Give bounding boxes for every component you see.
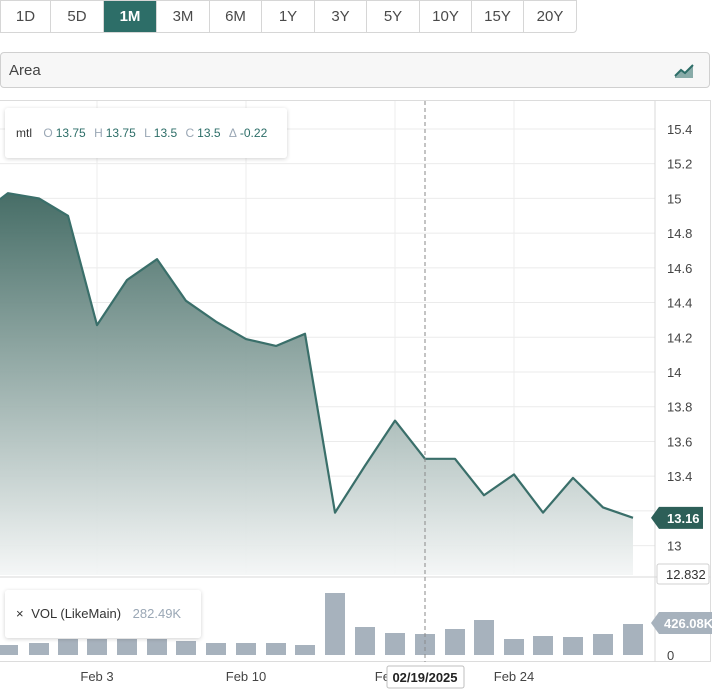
tab-6m[interactable]: 6M — [210, 1, 262, 32]
legend-symbol: mtl — [16, 126, 32, 140]
tab-20y[interactable]: 20Y — [536, 8, 564, 25]
tab-3y[interactable]: 3Y — [315, 1, 367, 32]
legend-high-value: 13.75 — [105, 126, 136, 140]
area-chart-icon — [674, 64, 694, 78]
volume-bar — [325, 593, 345, 655]
price-line — [0, 192, 634, 519]
y-tick-label: 14.6 — [667, 261, 692, 276]
legend-close-key: C — [185, 126, 195, 140]
volume-bar — [533, 636, 553, 655]
volume-bar — [563, 637, 583, 655]
tab-1y[interactable]: 1Y — [262, 1, 315, 32]
x-tick-label: Feb 10 — [226, 669, 266, 684]
volume-bar — [504, 639, 524, 655]
last-price-label: 13.16 — [667, 511, 700, 526]
legend-low-key: L — [144, 126, 151, 140]
volume-bar — [206, 643, 226, 655]
chart-type-label: Area — [9, 62, 41, 79]
volume-bar — [355, 627, 375, 655]
volume-legend-label: VOL (LikeMain) — [31, 606, 122, 621]
volume-bar — [385, 633, 405, 655]
volume-bar — [445, 629, 465, 655]
volume-bar — [0, 645, 18, 655]
y-tick-label: 13.6 — [667, 434, 692, 449]
y-tick-label: 15.2 — [667, 157, 692, 172]
volume-bar — [29, 643, 49, 655]
chart-frame — [0, 100, 711, 662]
y-tick-label: 14.4 — [667, 296, 692, 311]
volume-bar — [266, 643, 286, 655]
tab-15y[interactable]: 15Y — [472, 1, 524, 32]
low-price-tag — [656, 563, 710, 585]
tab-5y[interactable]: 5Y — [367, 1, 420, 32]
legend-open-key: O — [43, 126, 53, 140]
volume-bar — [147, 639, 167, 655]
volume-bar — [87, 639, 107, 655]
volume-legend-value: 282.49K — [132, 606, 182, 621]
y-tick-label: 13 — [667, 539, 681, 554]
x-tick-label: Feb 24 — [494, 669, 534, 684]
low-price-label: 12.832 — [666, 567, 706, 582]
tab-1d[interactable]: 1D — [1, 1, 51, 32]
volume-bar — [176, 641, 196, 655]
volume-axis-tag — [651, 612, 712, 634]
price-legend: mtl O 13.75 H 13.75 L 13.5 C 13.5 Δ -0.22 — [5, 108, 287, 158]
tab-5d[interactable]: 5D — [51, 1, 104, 32]
volume-bar — [295, 645, 315, 655]
volume-legend: × VOL (LikeMain) 282.49K — [5, 590, 201, 638]
y-tick-label: 15.4 — [667, 122, 692, 137]
volume-bar — [474, 620, 494, 655]
y-tick-label: 13.4 — [667, 469, 692, 484]
y-tick-label: 13.8 — [667, 400, 692, 415]
y-tick-label: 15 — [667, 191, 681, 206]
volume-bar — [415, 634, 435, 655]
volume-bar — [593, 634, 613, 655]
legend-change-value: -0.22 — [239, 126, 268, 140]
timeframe-tabs: 1D 5D 1M 3M 6M 1Y 3Y 5Y 10Y 15Y 20Y — [0, 0, 577, 33]
last-price-tag — [651, 506, 703, 529]
volume-bar — [236, 643, 256, 655]
volume-axis-label: 426.08K — [664, 616, 714, 631]
crosshair-date-box — [386, 665, 465, 689]
volume-bar — [58, 639, 78, 655]
legend-close-value: 13.5 — [197, 126, 221, 140]
crosshair-date-label: 02/19/2025 — [392, 670, 457, 685]
price-area — [0, 193, 633, 575]
tab-1m[interactable]: 1M — [104, 1, 157, 32]
y-tick-label: 14.8 — [667, 226, 692, 241]
volume-bar — [623, 624, 643, 655]
volume-zero-label: 0 — [667, 648, 674, 663]
legend-change-key: Δ — [228, 126, 237, 140]
x-tick-label: Feb 3 — [80, 669, 113, 684]
volume-bar — [117, 639, 137, 655]
tab-3m[interactable]: 3M — [157, 1, 210, 32]
legend-low-value: 13.5 — [153, 126, 178, 140]
tab-10y[interactable]: 10Y — [420, 1, 472, 32]
legend-open-value: 13.75 — [55, 126, 86, 140]
volume-close-icon[interactable]: × — [16, 606, 24, 621]
legend-high-key: H — [94, 126, 103, 140]
y-tick-label: 14.2 — [667, 330, 692, 345]
y-tick-label: 14 — [667, 365, 681, 380]
chart-type-selector[interactable]: Area — [0, 52, 710, 88]
